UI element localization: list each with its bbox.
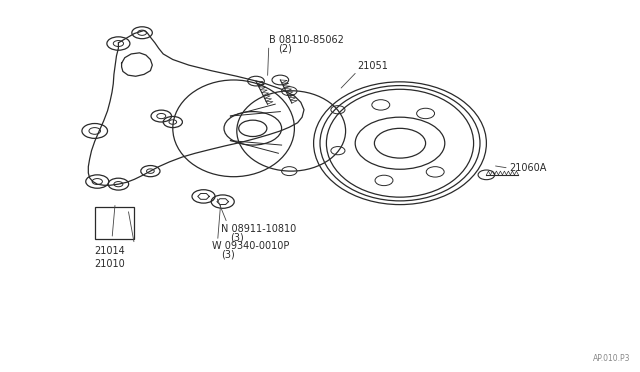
Text: (2): (2) [278,44,292,54]
Text: 21014: 21014 [95,246,125,256]
Text: (3): (3) [230,232,244,243]
Text: AP.010.P3: AP.010.P3 [593,354,630,363]
Text: W 09340-0010P: W 09340-0010P [212,241,290,251]
Text: 21010: 21010 [95,259,125,269]
Bar [95,207,134,239]
Text: N 08911-10810: N 08911-10810 [221,224,296,234]
Text: 21060A: 21060A [509,163,546,173]
Text: B 08110-85062: B 08110-85062 [269,35,344,45]
Text: (3): (3) [221,250,234,260]
Text: 21051: 21051 [357,61,388,71]
